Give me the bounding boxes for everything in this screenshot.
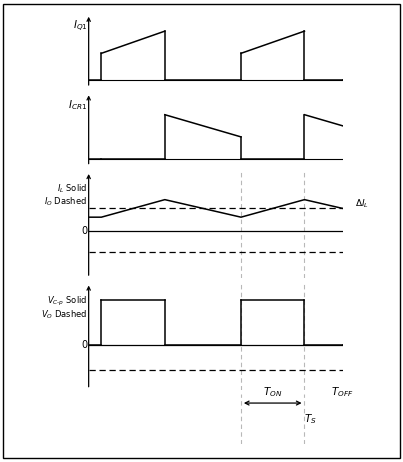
Text: $T_{ON}$: $T_{ON}$ <box>263 385 283 399</box>
Text: 0: 0 <box>81 226 87 237</box>
Text: $I_L$ Solid: $I_L$ Solid <box>57 182 87 195</box>
Text: $T_{OFF}$: $T_{OFF}$ <box>331 385 354 399</box>
Text: $I_O$ Dashed: $I_O$ Dashed <box>44 195 87 207</box>
Text: $\Delta I_L$: $\Delta I_L$ <box>355 198 369 210</box>
Text: $I_{CR1}$: $I_{CR1}$ <box>68 98 87 112</box>
Text: $V_O$ Dashed: $V_O$ Dashed <box>41 309 87 321</box>
Text: $I_{Q1}$: $I_{Q1}$ <box>73 19 87 34</box>
Text: 0: 0 <box>81 340 87 350</box>
Text: $T_S$: $T_S$ <box>304 412 317 426</box>
Text: $V_{C\text{-}p}$ Solid: $V_{C\text{-}p}$ Solid <box>47 295 87 308</box>
